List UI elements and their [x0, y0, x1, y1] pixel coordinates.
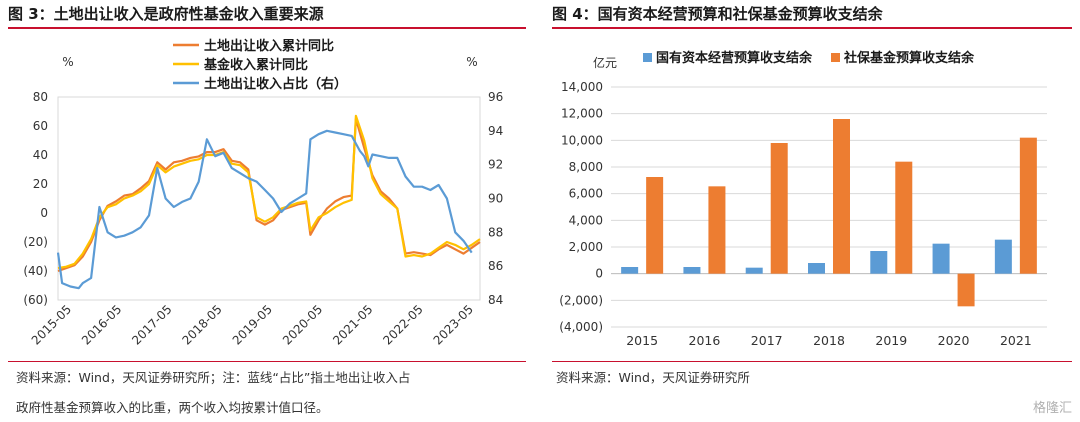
x-tick-label: 2017-05	[129, 302, 174, 347]
bar-social-2020	[957, 273, 975, 307]
figure-3-right-unit: %	[466, 55, 477, 69]
figure-3-line-chart: 80 60 40 20 0 (20) (40) (60) 96 94 92 90 88 86 84 201…	[23, 38, 503, 348]
figure-3-series	[56, 114, 481, 290]
y-tick-label: 10,000	[561, 133, 603, 147]
left-tick-label: 80	[33, 90, 48, 104]
figure-4-title: 图 4：国有资本经营预算和社保基金预算收支结余	[552, 5, 883, 23]
figure-4-bars	[621, 119, 1037, 307]
figure-3-grid	[57, 96, 481, 301]
figure-4-unit: 亿元	[593, 55, 617, 70]
bar-social-2016	[708, 186, 726, 274]
x-tick-label: 2015	[626, 333, 658, 348]
bar-soe-2015	[621, 267, 639, 274]
legend-label-1: 国有资本经营预算收支结余	[656, 50, 813, 66]
legend-label-2: 社保基金预算收支结余	[843, 50, 975, 66]
figure-4-y-axis: 14,000 12,000 10,000 8,000 6,000 4,000 2,000 0 (…	[559, 80, 603, 334]
x-tick-label: 2016	[689, 333, 721, 348]
x-tick-label: 2020-05	[280, 302, 325, 347]
bar-soe-2017	[745, 267, 763, 274]
x-tick-label: 2021	[1000, 333, 1032, 348]
right-tick-label: 90	[488, 192, 503, 206]
bar-social-2018	[833, 119, 850, 274]
x-tick-label: 2019	[875, 333, 907, 348]
left-tick-label: (40)	[23, 264, 48, 278]
bar-soe-2021	[994, 239, 1012, 274]
bar-social-2019	[895, 161, 913, 274]
figure-3-title: 图 3：土地出让收入是政府性基金收入重要来源	[8, 5, 324, 23]
series-line-3	[56, 129, 473, 290]
y-tick-label: (4,000)	[559, 320, 603, 334]
right-tick-label: 92	[488, 158, 503, 172]
legend-label-3: 土地出让收入占比（右）	[204, 76, 347, 92]
x-tick-label: 2017	[751, 333, 783, 348]
x-tick-label: 2016-05	[79, 302, 124, 347]
watermark: 格隆汇	[1032, 401, 1072, 416]
figure-3-x-axis: 2015-05 2016-05 2017-05 2018-05 2019-05 2020-…	[29, 302, 476, 347]
x-tick-label: 2015-05	[29, 302, 74, 347]
left-tick-label: (60)	[23, 293, 48, 307]
figure-4-source-line-1: 资料来源：Wind，天风证券研究所	[556, 370, 750, 385]
plot-frame	[57, 96, 481, 301]
x-tick-label: 2018	[813, 333, 845, 348]
x-tick-label: 2018-05	[179, 302, 224, 347]
legend-swatch-2	[831, 53, 840, 62]
figure-4-title-rule	[552, 27, 1072, 29]
x-tick-label: 2019-05	[230, 302, 275, 347]
right-tick-label: 88	[488, 225, 503, 239]
figure-3-right-axis: 96 94 92 90 88 86 84	[488, 90, 503, 307]
figure-3-source-rule	[8, 361, 526, 362]
y-tick-label: (2,000)	[559, 293, 603, 307]
figure-4-x-axis: 2015 2016 2017 2018 2019 2020 2021	[626, 333, 1032, 348]
figure-3-left-unit: %	[62, 55, 73, 69]
bar-social-2021	[1019, 137, 1037, 274]
figure-4-grid	[611, 86, 1047, 328]
left-tick-label: 0	[40, 206, 48, 220]
right-tick-label: 94	[488, 124, 503, 138]
y-tick-label: 12,000	[561, 107, 603, 121]
legend-swatch-1	[643, 53, 652, 62]
bar-soe-2020	[932, 243, 950, 274]
x-tick-label: 2021-05	[330, 302, 375, 347]
bar-social-2015	[646, 177, 664, 274]
y-tick-label: 2,000	[569, 240, 603, 254]
right-tick-label: 86	[488, 259, 503, 273]
series-line-2	[57, 114, 481, 270]
left-tick-label: (20)	[23, 235, 48, 249]
bar-social-2017	[770, 143, 788, 274]
left-tick-label: 40	[33, 148, 48, 162]
y-tick-label: 0	[595, 267, 603, 281]
x-tick-label: 2023-05	[431, 302, 476, 347]
y-tick-label: 14,000	[561, 80, 603, 94]
bar-soe-2019	[870, 251, 888, 274]
figure-4-legend: 国有资本经营预算收支结余 社保基金预算收支结余	[643, 50, 975, 66]
figure-3-source-line-1: 资料来源：Wind，天风证券研究所；注：蓝线“占比”指土地出让收入占	[16, 370, 411, 385]
y-tick-label: 6,000	[569, 187, 603, 201]
right-tick-label: 96	[488, 90, 503, 104]
left-tick-label: 20	[33, 177, 48, 191]
series-line-1	[57, 117, 481, 273]
y-tick-label: 4,000	[569, 213, 603, 227]
figure-3-source-line-2: 政府性基金预算收入的比重，两个收入均按累计值口径。	[16, 400, 329, 415]
legend-label-2: 基金收入累计同比	[203, 57, 308, 73]
bar-soe-2016	[683, 267, 701, 274]
legend-label-1: 土地出让收入累计同比	[204, 38, 334, 54]
y-tick-label: 8,000	[569, 160, 603, 174]
bar-soe-2018	[808, 263, 825, 274]
figure-3-left-axis: 80 60 40 20 0 (20) (40) (60)	[23, 90, 48, 307]
left-tick-label: 60	[33, 119, 48, 133]
figure-3-title-rule	[8, 27, 526, 29]
x-tick-label: 2020	[938, 333, 970, 348]
x-tick-label: 2022-05	[380, 302, 425, 347]
figure-4-bar-chart: 14,000 12,000 10,000 8,000 6,000 4,000 2,000 0 (…	[559, 50, 1047, 348]
right-tick-label: 84	[488, 293, 503, 307]
figure-4-source-rule	[552, 361, 1072, 362]
